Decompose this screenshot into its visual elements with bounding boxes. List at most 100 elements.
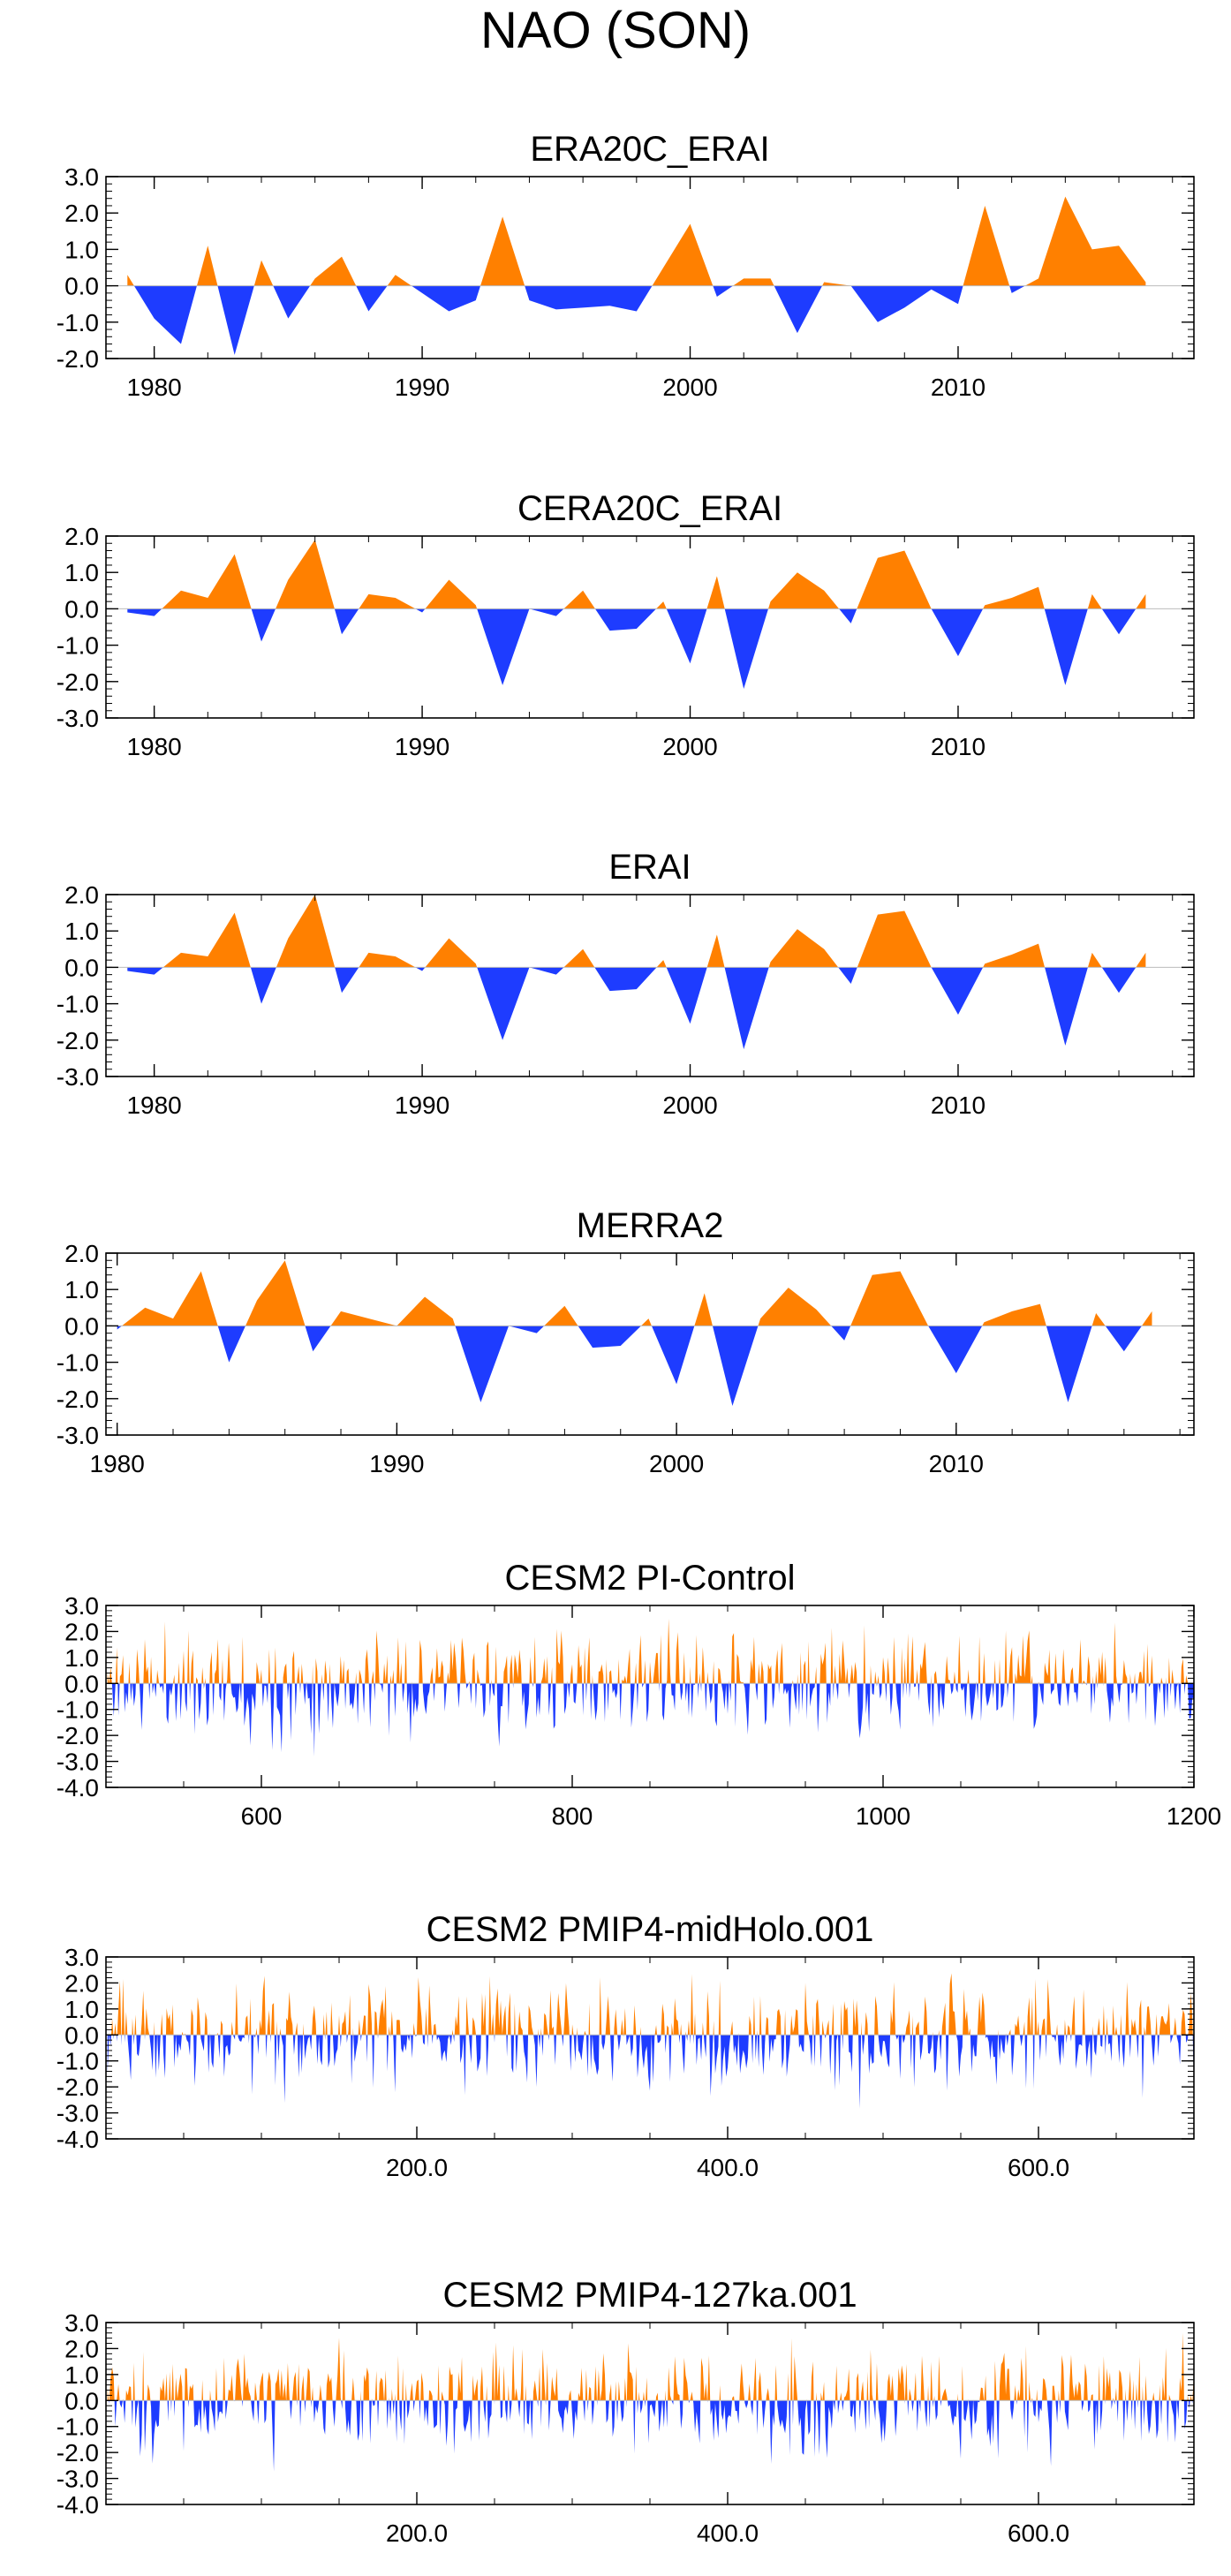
y-tick-label: 0.0 — [64, 2387, 99, 2414]
x-tick-label: 600 — [241, 1802, 283, 1830]
x-tick-label: 1980 — [126, 374, 181, 401]
x-tick-label: 2000 — [649, 1450, 704, 1477]
negative-area — [107, 2400, 1194, 2472]
y-tick-label: -1.0 — [57, 309, 99, 336]
panel-title: CESM2 PI-Control — [505, 1559, 796, 1598]
y-tick-label: -4.0 — [57, 2126, 99, 2153]
y-tick-label: -1.0 — [57, 991, 99, 1018]
x-tick-label: 2010 — [929, 1450, 984, 1477]
y-tick-label: -3.0 — [57, 1063, 99, 1091]
plot-frame — [105, 1605, 1195, 1788]
x-tick-label: 1000 — [856, 1802, 910, 1830]
y-tick-label: -2.0 — [57, 669, 99, 696]
y-tick-label: -2.0 — [57, 2439, 99, 2466]
y-tick-label: 2.0 — [64, 523, 99, 550]
x-tick-label: 1980 — [90, 1450, 145, 1477]
y-tick-label: 3.0 — [64, 2309, 99, 2337]
plot-frame — [105, 535, 1195, 719]
x-tick-label: 2010 — [931, 1092, 986, 1119]
y-tick-label: 2.0 — [64, 881, 99, 909]
x-tick-label: 2000 — [662, 374, 717, 401]
plot-frame — [105, 894, 1195, 1077]
y-tick-label: 0.0 — [64, 1312, 99, 1340]
y-tick-label: 2.0 — [64, 2335, 99, 2362]
x-tick-label: 1990 — [395, 733, 449, 760]
y-tick-label: 3.0 — [64, 1592, 99, 1620]
y-tick-label: 0.0 — [64, 1670, 99, 1697]
y-tick-label: -1.0 — [57, 632, 99, 660]
negative-area — [127, 285, 1146, 355]
x-tick-label: 200.0 — [386, 2154, 448, 2181]
figure-title: NAO (SON) — [480, 2, 751, 59]
panel-5: CESM2 PI-Control -4.0-3.0-2.0-1.00.01.02.… — [57, 1559, 1221, 1830]
x-tick-label: 2000 — [662, 1092, 717, 1119]
positive-area — [107, 1619, 1194, 1684]
x-tick-label: 2000 — [662, 733, 717, 760]
x-tick-label: 1980 — [126, 1092, 181, 1119]
x-tick-label: 1200 — [1167, 1802, 1221, 1830]
y-tick-label: -2.0 — [57, 1027, 99, 1054]
x-tick-label: 1990 — [395, 1092, 449, 1119]
panel-title: CESM2 PMIP4-127ka.001 — [442, 2276, 857, 2315]
y-tick-label: -4.0 — [57, 1774, 99, 1802]
negative-area — [127, 967, 1146, 1050]
panel-title: ERA20C_ERAI — [530, 130, 769, 169]
x-tick-label: 1990 — [369, 1450, 424, 1477]
plot-frame — [105, 176, 1195, 359]
y-tick-label: 2.0 — [64, 1618, 99, 1645]
negative-area — [107, 1683, 1194, 1756]
panel-title: MERRA2 — [577, 1206, 724, 1245]
x-tick-label: 400.0 — [697, 2154, 759, 2181]
y-tick-label: -1.0 — [57, 2414, 99, 2441]
y-tick-label: 3.0 — [64, 1944, 99, 1971]
y-tick-label: -1.0 — [57, 1696, 99, 1724]
panel-title: CESM2 PMIP4-midHolo.001 — [427, 1910, 874, 1949]
x-tick-label: 1980 — [126, 733, 181, 760]
y-tick-label: 1.0 — [64, 918, 99, 945]
y-tick-label: 0.0 — [64, 595, 99, 623]
y-tick-label: -2.0 — [57, 1386, 99, 1413]
positive-area — [117, 1260, 1152, 1326]
panel-title: CERA20C_ERAI — [517, 489, 782, 528]
panel-7: CESM2 PMIP4-127ka.001 -4.0-3.0-2.0-1.00.0… — [57, 2276, 1195, 2547]
x-tick-label: 800 — [552, 1802, 593, 1830]
panel-2: CERA20C_ERAI -3.0 -2.0 -1.0 0.0 1.0 2.0 1980 199… — [57, 489, 1195, 760]
y-tick-label: 1.0 — [64, 559, 99, 586]
negative-area — [107, 2035, 1194, 2109]
x-tick-label: 1990 — [395, 374, 449, 401]
x-tick-label: 400.0 — [697, 2519, 759, 2547]
y-tick-label: 1.0 — [64, 2361, 99, 2389]
y-tick-label: 1.0 — [64, 1276, 99, 1303]
panel-6: CESM2 PMIP4-midHolo.001 -4.0-3.0-2.0-1.00… — [57, 1910, 1195, 2181]
y-tick-label: 0.0 — [64, 273, 99, 300]
negative-area — [117, 1326, 1152, 1407]
x-tick-label: 2010 — [931, 733, 986, 760]
y-tick-label: 1.0 — [64, 1644, 99, 1672]
y-tick-label: 0.0 — [64, 2021, 99, 2049]
y-tick-label: -2.0 — [57, 2074, 99, 2101]
plot-frame — [105, 1252, 1195, 1436]
x-tick-label: 200.0 — [386, 2519, 448, 2547]
panel-3: ERAI -3.0 -2.0 -1.0 0.0 1.0 2.0 1980 1990 2000 201… — [57, 848, 1195, 1119]
y-tick-label: -1.0 — [57, 2048, 99, 2075]
y-tick-label: -4.0 — [57, 2491, 99, 2519]
positive-area — [107, 2332, 1194, 2401]
y-tick-label: 1.0 — [64, 1996, 99, 2023]
x-tick-label: 600.0 — [1008, 2154, 1069, 2181]
panel-1: ERA20C_ERAI -2.0 -1.0 0.0 1.0 2.0 3.0 1980 1990 2… — [57, 130, 1195, 401]
y-tick-label: -1.0 — [57, 1349, 99, 1377]
plot-frame — [105, 2322, 1195, 2505]
positive-area — [127, 196, 1146, 286]
y-tick-label: 2.0 — [64, 1969, 99, 1997]
y-tick-label: 1.0 — [64, 236, 99, 263]
y-tick-label: 0.0 — [64, 954, 99, 981]
y-tick-label: -3.0 — [57, 705, 99, 732]
y-tick-label: -3.0 — [57, 2466, 99, 2493]
positive-area — [127, 540, 1146, 609]
y-tick-label: -2.0 — [57, 345, 99, 373]
y-tick-label: -3.0 — [57, 2100, 99, 2127]
positive-area — [107, 1973, 1194, 2036]
x-tick-label: 2010 — [931, 374, 986, 401]
